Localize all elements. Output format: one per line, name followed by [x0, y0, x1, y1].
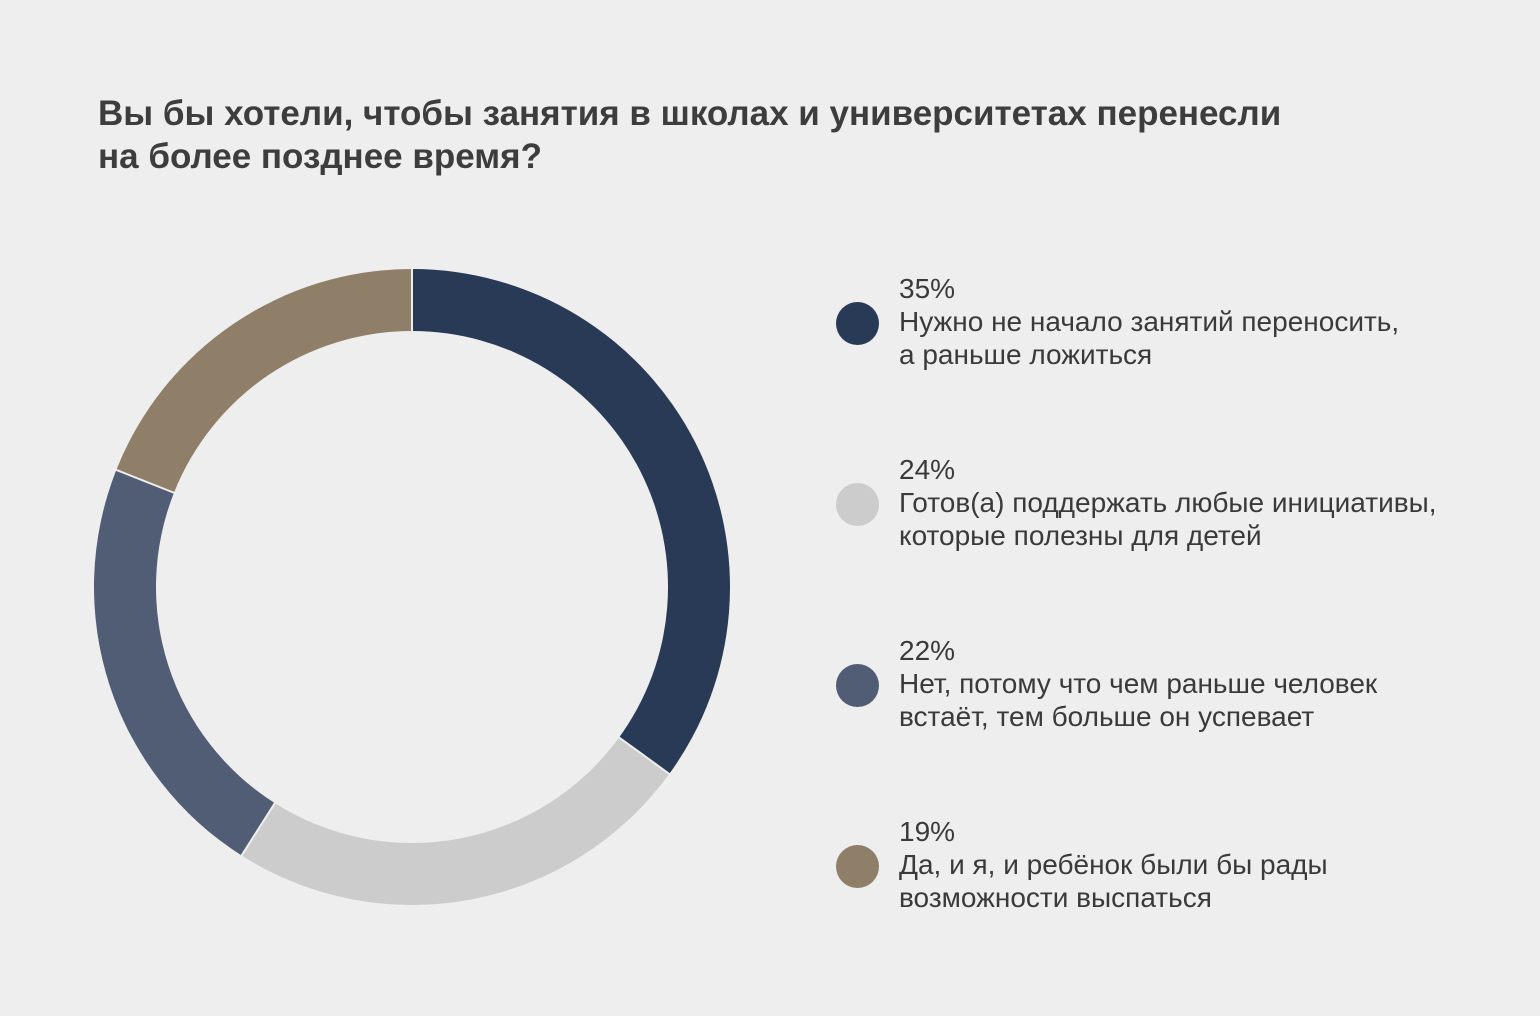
legend-percent-1: 35% — [899, 273, 956, 304]
legend-label-1-line-2: а раньше ложиться — [899, 339, 1153, 370]
legend-label-3-line-2: встаёт, тем больше он успевает — [899, 701, 1315, 732]
legend-swatch-2 — [836, 483, 879, 526]
legend-label-3-line-1: Нет, потому что чем раньше человек — [899, 668, 1378, 699]
legend-text-2: 24% Готов(а) поддержать любые инициативы… — [899, 453, 1437, 552]
legend-label-4-line-1: Да, и я, и ребёнок были бы рады — [899, 849, 1328, 880]
legend-label-1-line-1: Нужно не начало занятий переносить, — [899, 306, 1400, 337]
slice-separator-3 — [240, 801, 277, 857]
legend-label-4-line-2: возможности выспаться — [899, 882, 1212, 913]
donut-slice-4 — [116, 269, 412, 493]
legend-percent-3: 22% — [899, 635, 956, 666]
donut-slice-2 — [241, 737, 670, 905]
legend-text-3: 22% Нет, потому что чем раньше человек в… — [899, 634, 1377, 733]
legend-text-1: 35% Нужно не начало занятий переносить, … — [899, 272, 1399, 371]
slice-separator-2 — [617, 736, 671, 776]
chart-title-line-2: на более позднее время? — [98, 137, 542, 176]
legend-swatch-1 — [836, 302, 879, 345]
legend-label-2-line-2: которые полезны для детей — [899, 520, 1262, 551]
donut-slice-1 — [412, 269, 730, 774]
donut-slice-3 — [94, 469, 275, 856]
legend-swatch-3 — [836, 664, 879, 707]
chart-title-line-1: Вы бы хотели, чтобы занятия в школах и у… — [98, 94, 1282, 133]
legend-percent-2: 24% — [899, 454, 956, 485]
chart-title: Вы бы хотели, чтобы занятия в школах и у… — [98, 92, 1348, 178]
legend-percent-4: 19% — [899, 816, 956, 847]
legend-label-2-line-1: Готов(а) поддержать любые инициативы, — [899, 487, 1437, 518]
legend-text-4: 19% Да, и я, и ребёнок были бы рады возм… — [899, 815, 1328, 914]
slice-separator-4 — [115, 468, 176, 495]
legend-swatch-4 — [836, 845, 879, 888]
